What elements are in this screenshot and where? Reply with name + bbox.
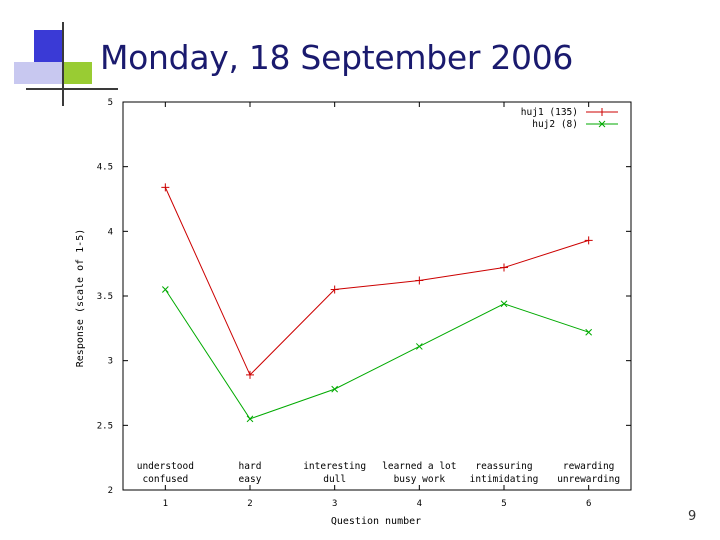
slide-title: Monday, 18 September 2006 bbox=[100, 38, 574, 77]
y-tick-label: 4 bbox=[108, 227, 113, 237]
data-point bbox=[500, 263, 508, 272]
series-line bbox=[164, 187, 589, 376]
question-label-top: reassuring bbox=[475, 461, 532, 472]
series-line bbox=[164, 289, 589, 420]
question-label-bottom: dull bbox=[323, 474, 346, 485]
decor-vertical-line bbox=[62, 22, 64, 106]
x-tick-label: 4 bbox=[417, 499, 422, 509]
data-point bbox=[585, 328, 593, 336]
question-label-bottom: confused bbox=[142, 474, 188, 485]
x-tick-label: 3 bbox=[332, 499, 337, 509]
x-tick-label: 5 bbox=[501, 499, 506, 509]
point-marker-d2 bbox=[415, 343, 423, 350]
data-point bbox=[161, 286, 169, 293]
question-label-top: learned a lot bbox=[382, 461, 456, 472]
plot-frame bbox=[122, 101, 632, 491]
y-tick-label: 2 bbox=[108, 486, 113, 496]
point-marker-d2 bbox=[246, 415, 254, 423]
question-label-top: hard bbox=[239, 461, 262, 472]
y-tick-label: 4.5 bbox=[97, 163, 113, 173]
y-tick-label: 3 bbox=[108, 357, 113, 367]
x-tick-label: 6 bbox=[586, 499, 591, 509]
question-label-top: rewarding bbox=[563, 461, 614, 472]
point-marker-d2 bbox=[500, 300, 508, 308]
legend-label: huj2 (8) bbox=[532, 119, 578, 130]
data-point bbox=[161, 183, 170, 192]
point-marker-d2 bbox=[331, 385, 339, 393]
data-point bbox=[584, 236, 593, 245]
decor-green-square bbox=[64, 62, 92, 84]
data-point bbox=[331, 385, 339, 393]
x-tick-label: 2 bbox=[247, 499, 252, 509]
y-axis-label: Response (scale of 1-5) bbox=[75, 229, 86, 367]
decor-horizontal-line bbox=[26, 88, 118, 90]
question-label-bottom: intimidating bbox=[470, 474, 539, 485]
question-label-top: understood bbox=[137, 461, 194, 472]
decor-lavender-square bbox=[14, 62, 64, 84]
data-point bbox=[415, 276, 424, 285]
data-point bbox=[415, 343, 423, 350]
point-marker-d2 bbox=[585, 328, 593, 336]
question-label-top: interesting bbox=[303, 461, 366, 472]
question-label-bottom: unrewarding bbox=[557, 474, 620, 485]
data-point bbox=[500, 300, 508, 308]
y-tick-label: 2.5 bbox=[97, 421, 113, 431]
data-point bbox=[246, 415, 254, 423]
y-tick-label: 5 bbox=[108, 98, 113, 108]
question-label-bottom: busy work bbox=[394, 474, 446, 485]
x-tick-label: 1 bbox=[163, 499, 168, 509]
decor-blue-square bbox=[34, 30, 64, 64]
legend-marker-d2 bbox=[598, 120, 606, 128]
x-axis-label: Question number bbox=[331, 516, 421, 527]
y-tick-label: 3.5 bbox=[97, 292, 113, 302]
data-point bbox=[246, 370, 254, 379]
question-label-bottom: easy bbox=[239, 474, 262, 485]
legend-label: huj1 (135) bbox=[521, 107, 578, 118]
page-number: 9 bbox=[688, 509, 697, 524]
point-marker-d2 bbox=[161, 286, 169, 293]
data-point bbox=[330, 285, 339, 294]
